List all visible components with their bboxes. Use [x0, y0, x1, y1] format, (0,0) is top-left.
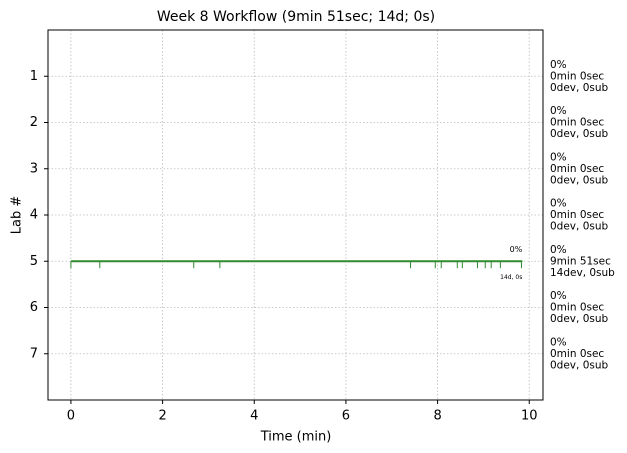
y-tick-label: 6: [30, 300, 38, 315]
x-tick-label: 2: [158, 409, 166, 424]
lab-summary: 0min 0sec: [550, 209, 604, 221]
x-tick-label: 0: [67, 409, 75, 424]
y-tick-label: 7: [30, 346, 38, 361]
y-tick-label: 3: [30, 161, 38, 176]
y-tick-label: 4: [30, 208, 38, 223]
lab-summary: 0min 0sec: [550, 348, 604, 360]
lab-summary: 0%: [550, 290, 567, 302]
lab-summary: 0dev, 0sub: [550, 82, 609, 94]
end-label: 0%: [510, 245, 523, 254]
end-sublabel: 14d, 0s: [500, 274, 522, 281]
x-axis-label: Time (min): [260, 430, 332, 445]
y-tick-label: 2: [30, 115, 38, 130]
y-tick-label: 1: [30, 69, 38, 84]
lab-summary: 0%: [550, 105, 567, 117]
lab-summary: 0%: [550, 336, 567, 348]
lab-summary: 0dev, 0sub: [550, 174, 609, 186]
lab-summary: 0%: [550, 244, 567, 256]
lab-summary: 0min 0sec: [550, 163, 604, 175]
lab-summary: 14dev, 0sub: [550, 267, 615, 279]
lab-summary: 0%: [550, 198, 567, 210]
lab-summary: 0%: [550, 59, 567, 71]
chart-title: Week 8 Workflow (9min 51sec; 14d; 0s): [157, 9, 435, 25]
x-tick-label: 4: [250, 409, 258, 424]
x-tick-label: 10: [521, 409, 538, 424]
y-tick-label: 5: [30, 254, 38, 269]
lab-summary: 0dev, 0sub: [550, 313, 609, 325]
x-tick-label: 6: [342, 409, 350, 424]
x-tick-label: 8: [433, 409, 441, 424]
lab-summary: 0min 0sec: [550, 70, 604, 82]
lab-summary: 0min 0sec: [550, 117, 604, 129]
lab-summary: 0dev, 0sub: [550, 359, 609, 371]
lab-summary: 0min 0sec: [550, 302, 604, 314]
lab-summary: 0%: [550, 151, 567, 163]
plot-frame: [47, 29, 544, 401]
lab-summary: 0dev, 0sub: [550, 221, 609, 233]
lab-summary: 9min 51sec: [550, 255, 611, 267]
lab-summary: 0dev, 0sub: [550, 128, 609, 140]
y-axis-label: Lab #: [10, 196, 25, 235]
